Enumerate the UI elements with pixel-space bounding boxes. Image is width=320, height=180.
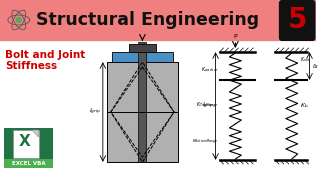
Circle shape	[16, 17, 21, 22]
Text: Structural Engineering: Structural Engineering	[36, 11, 259, 29]
Bar	[4, 128, 53, 168]
Bar	[129, 44, 156, 52]
FancyBboxPatch shape	[279, 0, 316, 41]
Text: $l_{grip}$: $l_{grip}$	[202, 101, 214, 111]
Text: $K_{washer}$: $K_{washer}$	[201, 66, 219, 75]
Text: $K_{nut}$: $K_{nut}$	[300, 56, 311, 64]
Text: $K_b$: $K_b$	[300, 102, 308, 111]
Bar	[13, 130, 39, 158]
Text: $\delta s$: $\delta s$	[311, 62, 319, 70]
Text: Stiffness: Stiffness	[5, 61, 57, 71]
Text: 5: 5	[288, 6, 308, 34]
Bar	[107, 62, 178, 162]
Bar	[4, 159, 53, 168]
Text: $l_{grip}$: $l_{grip}$	[89, 107, 101, 117]
Bar	[112, 52, 173, 62]
Text: X: X	[19, 134, 31, 150]
Text: $K_{TopFlange}$: $K_{TopFlange}$	[196, 101, 219, 111]
Text: $K_{BottomFlange}$: $K_{BottomFlange}$	[192, 138, 219, 147]
Bar	[139, 42, 146, 162]
Polygon shape	[32, 130, 39, 137]
Text: Bolt and Joint: Bolt and Joint	[5, 50, 85, 60]
Text: P: P	[234, 34, 237, 39]
Text: EXCEL VBA: EXCEL VBA	[12, 161, 45, 166]
Bar	[0, 0, 316, 40]
